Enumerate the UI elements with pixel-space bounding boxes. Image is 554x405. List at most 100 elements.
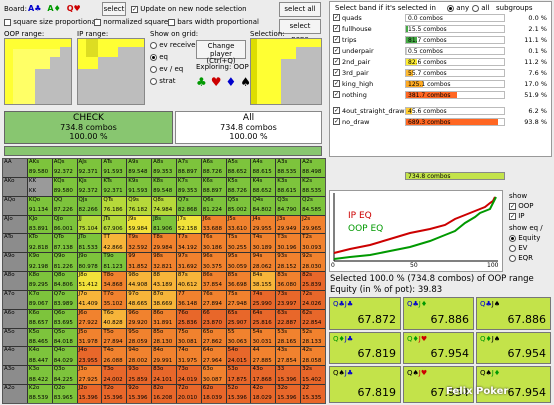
hand-cell[interactable]: T6s 30.186 (201, 234, 226, 253)
band-row-underpair[interactable]: ✓ underpair 0.5 combos 0.1 % (333, 46, 547, 56)
hand-cell[interactable]: 94s 28.062 (251, 253, 276, 272)
select-none-button[interactable]: select none (279, 19, 321, 43)
hand-cell[interactable]: 65s 25.907 (226, 309, 251, 328)
hand-cell[interactable]: Q4s 84.802 (251, 196, 276, 215)
hand-cell[interactable]: J7s 52.158 (176, 215, 201, 234)
band-row-fullhouse[interactable]: ✓ fullhouse 15.5 combos 2.1 % (333, 24, 547, 34)
hand-cell[interactable]: AKo (3, 177, 27, 196)
hand-cell[interactable]: AJo (3, 215, 27, 234)
hand-cell[interactable]: 95o 28.059 (127, 328, 152, 347)
hand-cell[interactable]: K3s 88.615 (276, 177, 301, 196)
hand-cell[interactable]: TT 42.866 (102, 234, 127, 253)
show-equity-row[interactable]: Equity (509, 234, 540, 242)
hand-cell[interactable]: T4s 30.189 (251, 234, 276, 253)
combo-equity-cell[interactable]: Q♣J♦ 67.886 (403, 297, 474, 330)
hand-cell[interactable]: J3s 29.949 (276, 215, 301, 234)
hand-cell[interactable]: KQs 89.580 (52, 177, 77, 196)
hand-cell[interactable]: A7s 88.897 (176, 159, 201, 177)
hand-cell[interactable]: J6s 33.688 (201, 215, 226, 234)
hand-cell[interactable]: Q3o 84.225 (52, 366, 77, 385)
hand-cell[interactable]: K7o 89.067 (27, 290, 52, 309)
show-oop-row[interactable]: ✓ OOP (509, 202, 534, 210)
hand-cell[interactable]: 85o 28.130 (152, 328, 176, 347)
hand-cell[interactable]: 75s 27.948 (226, 290, 251, 309)
show-ev-radio[interactable] (509, 244, 516, 252)
hand-cell[interactable]: T5o 27.894 (102, 328, 127, 347)
band-row-2nd-pair[interactable]: ✓ 2nd_pair 82.6 combos 11.2 % (333, 57, 547, 67)
hand-cell[interactable]: 52s 28.133 (301, 328, 325, 347)
hand-cell[interactable]: KTs 92.371 (102, 177, 127, 196)
hand-cell[interactable]: Q8o 84.806 (52, 272, 77, 290)
hand-cell[interactable]: 87o 38.669 (152, 290, 176, 309)
hand-cell[interactable]: AQs 92.372 (52, 159, 77, 177)
hand-cell[interactable]: 62o 18.039 (201, 385, 226, 403)
hand-cell[interactable]: 54s 30.031 (251, 328, 276, 347)
hand-cell[interactable]: T3o 24.002 (102, 366, 127, 385)
radio-eq[interactable] (150, 53, 157, 61)
hand-cell[interactable]: 98s 32.821 (152, 253, 176, 272)
hand-cell[interactable]: Q2s 84.585 (301, 196, 325, 215)
hand-cell[interactable]: T7o 35.102 (102, 290, 127, 309)
hand-cell[interactable]: 82o 16.208 (152, 385, 176, 403)
show-oop-checkbox[interactable]: ✓ (509, 202, 516, 210)
band-row-4out-straight-draw[interactable]: ✓ 4out_straight_draw 45.6 combos 6.2 % (333, 106, 547, 116)
hand-cell[interactable]: 53o 17.875 (226, 366, 251, 385)
hand-cell[interactable]: A7o (3, 290, 27, 309)
hand-cell[interactable]: 92s 28.030 (301, 253, 325, 272)
hand-cell[interactable]: 84o 29.991 (152, 347, 176, 366)
hand-cell[interactable]: J9o 80.978 (77, 253, 102, 272)
show-ev-row[interactable]: EV (509, 244, 527, 252)
hand-cell[interactable]: A4o (3, 347, 27, 366)
hand-cell[interactable]: 86s 37.854 (201, 272, 226, 290)
hand-cell[interactable]: 32s 15.402 (301, 366, 325, 385)
band-checkbox[interactable]: ✓ (333, 47, 340, 54)
hand-cell[interactable]: QTs 76.186 (102, 196, 127, 215)
hand-cell[interactable]: 99 31.852 (127, 253, 152, 272)
hand-cell[interactable]: A9s 89.548 (127, 159, 152, 177)
combo-equity-cell[interactable]: Q♦J♥ 67.954 (403, 332, 474, 364)
band-checkbox[interactable]: ✓ (333, 69, 340, 76)
hand-cell[interactable]: 43s 27.854 (276, 347, 301, 366)
hand-cell[interactable]: 82s 25.839 (301, 272, 325, 290)
hand-cell[interactable]: Q2o 83.965 (52, 385, 77, 403)
hand-cell[interactable]: K7s 89.353 (176, 177, 201, 196)
hand-cell[interactable]: A8o (3, 272, 27, 290)
hand-cell[interactable]: J6o 27.922 (77, 309, 102, 328)
hand-cell[interactable]: 74s 25.990 (251, 290, 276, 309)
hand-cell[interactable]: KJo 83.891 (27, 215, 52, 234)
hand-cell[interactable]: 92o 15.396 (127, 385, 152, 403)
band-row-nothing[interactable]: ✓ nothing 381.7 combos 51.9 % (333, 90, 547, 100)
radio-strat[interactable] (150, 77, 157, 85)
bars-width-checkbox[interactable] (168, 18, 175, 26)
ip-range-thumbnail[interactable] (77, 38, 145, 105)
combo-equity-cell[interactable]: Q♦J♣ 67.819 (329, 332, 401, 364)
update-checkbox[interactable]: ✓ (131, 5, 138, 13)
suit-selector[interactable]: ♣♥♦♠ (196, 75, 255, 89)
hand-cell[interactable]: 76s 27.894 (201, 290, 226, 309)
hand-cell[interactable]: 87s 40.612 (176, 272, 201, 290)
hand-cell[interactable]: K6s 88.897 (201, 177, 226, 196)
hand-cell[interactable]: JTo 81.533 (77, 234, 102, 253)
hand-cell[interactable]: K4o 88.447 (27, 347, 52, 366)
hand-cell[interactable]: KJs 92.372 (77, 177, 102, 196)
hand-cell[interactable]: Q4o 84.029 (52, 347, 77, 366)
band-radio-all-row[interactable]: all (472, 4, 489, 12)
hand-cell[interactable]: ATo (3, 234, 27, 253)
board-select-button[interactable]: select (102, 2, 126, 16)
hand-cell[interactable]: AKs 89.580 (27, 159, 52, 177)
hand-cell[interactable]: J4o 23.955 (77, 347, 102, 366)
hand-cell[interactable]: 54o 24.015 (226, 347, 251, 366)
hand-cell[interactable]: 62s 22.854 (301, 309, 325, 328)
action-all[interactable]: All 734.8 combos 100.00 % (175, 111, 322, 144)
hand-cell[interactable]: 83s 36.080 (276, 272, 301, 290)
combo-equity-cell[interactable]: Q♠J♣ 67.819 (329, 366, 401, 403)
band-checkbox[interactable]: ✓ (333, 58, 340, 65)
hand-cell[interactable]: 66 23.870 (201, 309, 226, 328)
select-all-button[interactable]: select all (279, 2, 321, 17)
hand-cell[interactable]: Q9o 81.226 (52, 253, 77, 272)
radio-strat-row[interactable]: strat (150, 77, 176, 85)
hand-cell[interactable]: J5s 33.610 (226, 215, 251, 234)
band-radio-all[interactable] (472, 4, 479, 12)
hand-cell[interactable]: 32o 15.396 (276, 385, 301, 403)
hand-cell[interactable]: K6o 88.657 (27, 309, 52, 328)
